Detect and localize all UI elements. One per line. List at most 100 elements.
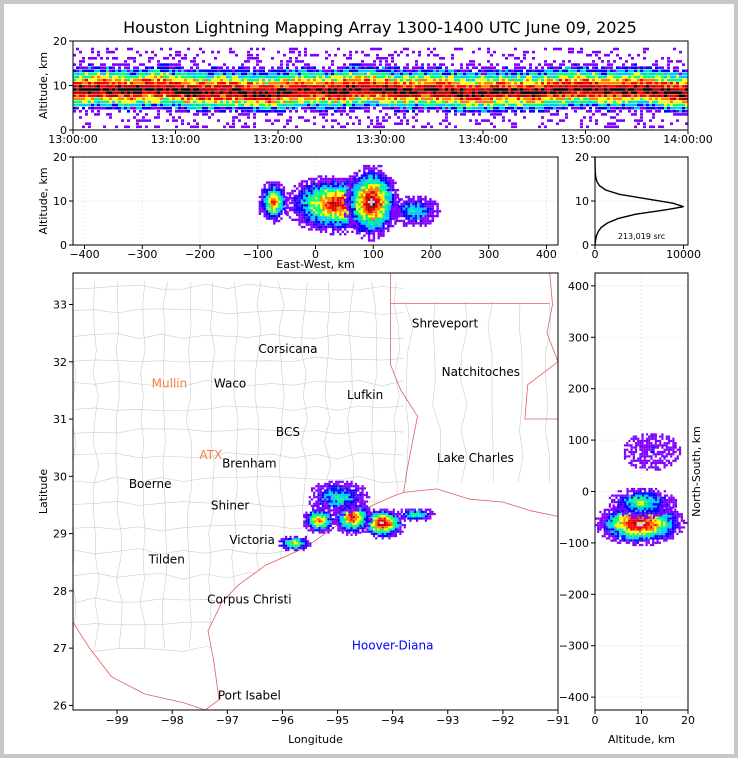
gulf-area [205, 488, 558, 710]
parish-line [459, 301, 468, 483]
map-label: Brenham [222, 457, 277, 471]
y-tick-label: 0 [60, 239, 67, 252]
figure-title: Houston Lightning Mapping Array 1300-140… [123, 18, 637, 37]
y-tick-label: 10 [53, 80, 67, 93]
x-tick-label: 13:30:00 [356, 133, 405, 146]
x-tick-label: 13:00:00 [48, 133, 97, 146]
y-tick-label: −200 [559, 588, 589, 601]
map-label: Corsicana [258, 342, 317, 356]
y-tick-label: 28 [53, 585, 67, 598]
y-axis-label: Altitude, km [37, 52, 50, 119]
ew-cell-2 [258, 181, 290, 225]
x-tick-label: −100 [243, 248, 273, 261]
county-line [185, 281, 192, 649]
ns-cell-1 [608, 487, 677, 519]
x-tick-label: −91 [546, 714, 569, 727]
x-tick-label: 13:40:00 [458, 133, 507, 146]
y-tick-label: 33 [53, 299, 67, 312]
y-tick-label: 32 [53, 356, 67, 369]
map-label: Lake Charles [437, 451, 514, 465]
x-tick-label: 13:50:00 [561, 133, 610, 146]
map-label: Tilden [148, 552, 185, 566]
county-line [73, 428, 404, 435]
y-tick-label: 29 [53, 528, 67, 541]
y-tick-label: −100 [559, 537, 589, 550]
county-borders [73, 281, 552, 652]
parish-line [544, 301, 552, 483]
x-tick-label: −93 [436, 714, 459, 727]
ew-cell-3 [390, 195, 442, 227]
x-axis-label: Altitude, km [608, 733, 675, 746]
time-altitude-density [73, 47, 688, 129]
x-tick-label: 13:10:00 [151, 133, 200, 146]
mississippi-border [524, 273, 558, 420]
y-tick-label: 27 [53, 642, 67, 655]
x-tick-label: 10 [635, 714, 649, 727]
lightning-cell-4 [396, 508, 436, 522]
plot-frame [72, 272, 559, 711]
east-west-altitude-panel: 0 10 20 −400 −300 −200 −100 0 100 200 300 400 East-W… [37, 151, 559, 271]
y-axis-label: Altitude, km [37, 167, 50, 234]
y-tick-label: 0 [582, 239, 589, 252]
x-tick-label: 100 [363, 248, 384, 261]
county-line [208, 281, 216, 649]
x-tick-label: 10000 [666, 248, 701, 261]
y-tick-label: 300 [568, 331, 589, 344]
ns-cell-2 [623, 433, 682, 471]
map-label: Corpus Christi [207, 592, 292, 606]
map-label: Port Isabel [218, 689, 281, 703]
map-label: Victoria [229, 533, 275, 547]
x-tick-label: −92 [491, 714, 514, 727]
x-tick-label: 20 [681, 714, 695, 727]
county-line [73, 333, 404, 340]
lightning-figure: Houston Lightning Mapping Array 1300-140… [37, 18, 713, 746]
county-line [73, 308, 404, 315]
y-tick-label: 30 [53, 470, 67, 483]
x-tick-label: 400 [536, 248, 557, 261]
county-line [92, 281, 100, 649]
source-count-annotation: 213,019 src [618, 232, 665, 241]
county-line [73, 405, 404, 412]
x-tick-label: 200 [420, 248, 441, 261]
county-line [139, 281, 146, 649]
map-label: Lufkin [347, 388, 383, 402]
y-tick-label: 20 [575, 151, 589, 164]
rio-grande-border [73, 622, 206, 710]
y-tick-label: −300 [559, 640, 589, 653]
time-altitude-panel: 0 10 20 13:00:00 13:10:00 13:20:00 13:30:00 13:… [37, 35, 713, 146]
figure-frame: Houston Lightning Mapping Array 1300-140… [4, 4, 734, 754]
y-tick-label: 20 [53, 35, 67, 48]
x-tick-label: −96 [271, 714, 294, 727]
altitude-histogram-line [594, 156, 684, 246]
lightning-cell-5 [308, 480, 371, 516]
county-line [73, 283, 404, 291]
y-tick-label: 200 [568, 383, 589, 396]
y-axis-label: North-South, km [690, 426, 703, 517]
x-tick-label: 300 [478, 248, 499, 261]
parish-line [517, 301, 524, 483]
x-tick-label: 0 [592, 714, 599, 727]
y-tick-label: 400 [568, 280, 589, 293]
plan-view-panel: Shreveport Corsicana Natchitoches Mullin Wac… [37, 272, 570, 746]
lightning-cell-3 [278, 535, 312, 552]
x-axis-label: Longitude [288, 733, 343, 746]
x-tick-label: −400 [69, 248, 99, 261]
map-label: BCS [276, 425, 300, 439]
y-tick-label: −400 [559, 691, 589, 704]
x-tick-label: 13:20:00 [253, 133, 302, 146]
map-label: Shreveport [412, 316, 479, 330]
y-tick-label: 0 [582, 486, 589, 499]
map-layer: Shreveport Corsicana Natchitoches Mullin Wac… [73, 273, 558, 710]
x-tick-label: −98 [161, 714, 184, 727]
map-label: Hoover-Diana [352, 638, 434, 652]
county-line [73, 354, 77, 649]
y-tick-label: 10 [53, 195, 67, 208]
x-tick-label: −95 [326, 714, 349, 727]
x-tick-label: −200 [185, 248, 215, 261]
county-line [73, 452, 404, 460]
y-tick-label: 10 [575, 195, 589, 208]
county-line [73, 476, 404, 484]
map-label: Mullin [152, 377, 188, 391]
